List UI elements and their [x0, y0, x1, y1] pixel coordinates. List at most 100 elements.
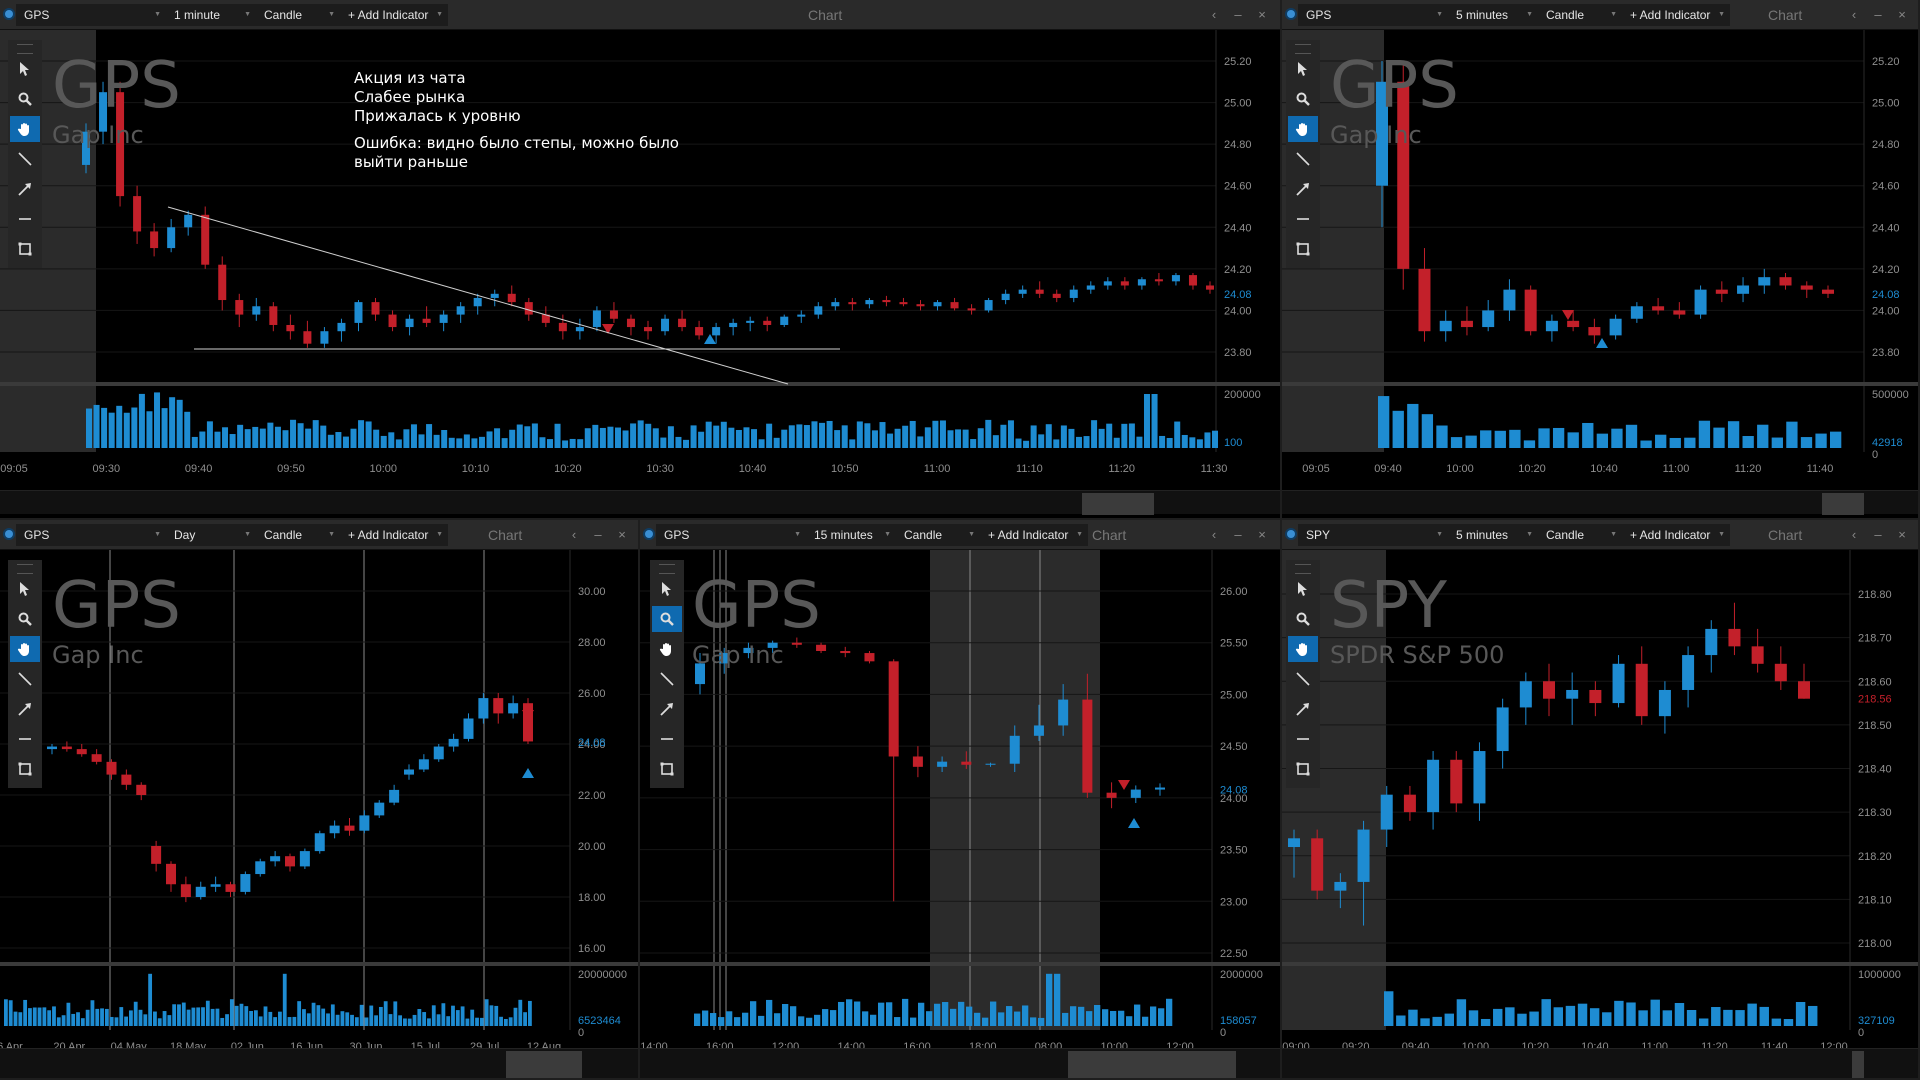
volume-bar [1078, 1006, 1085, 1026]
style-select[interactable]: Candle ▼ [896, 524, 980, 546]
minimize-icon[interactable]: – [1234, 527, 1242, 542]
interval-select[interactable]: 5 minutes ▼ [1448, 524, 1538, 546]
minimize-icon[interactable]: – [594, 527, 602, 542]
link-dot-icon[interactable] [5, 530, 13, 538]
scrollbar-thumb[interactable] [506, 1051, 582, 1078]
add-indicator-button[interactable]: + Add Indicator ▼ [1622, 524, 1730, 546]
link-dot-icon[interactable] [645, 530, 653, 538]
chevron-left-icon[interactable]: ‹ [1211, 527, 1217, 542]
chevron-left-icon[interactable]: ‹ [571, 527, 577, 542]
trend-line-tool[interactable] [1288, 666, 1318, 692]
minimize-icon[interactable]: – [1234, 7, 1242, 22]
volume-bar [918, 1002, 925, 1026]
chart-canvas[interactable]: 30.00 28.00 26.00 24.00 22.00 20.00 18.00 16.00… [0, 550, 638, 1052]
pan-hand-tool[interactable] [1288, 116, 1318, 142]
cursor-arrow-tool[interactable] [1288, 56, 1318, 82]
time-scrollbar[interactable] [1282, 490, 1918, 515]
cursor-arrow-tool[interactable] [652, 576, 682, 602]
time-scrollbar[interactable] [640, 1048, 1280, 1078]
interval-select[interactable]: 15 minutes ▼ [806, 524, 896, 546]
cursor-arrow-tool[interactable] [10, 56, 40, 82]
style-select[interactable]: Candle ▼ [256, 4, 340, 26]
minimize-icon[interactable]: – [1874, 7, 1882, 22]
interval-select[interactable]: 5 minutes ▼ [1448, 4, 1538, 26]
style-select[interactable]: Candle ▼ [256, 524, 340, 546]
cursor-arrow-tool[interactable] [10, 576, 40, 602]
close-icon[interactable]: × [1898, 527, 1906, 542]
volume-bar [1625, 424, 1638, 448]
trend-line-tool[interactable] [652, 666, 682, 692]
link-dot-icon[interactable] [5, 10, 13, 18]
arrow-line-tool[interactable] [1288, 696, 1318, 722]
time-scrollbar[interactable] [1282, 1048, 1918, 1078]
trend-line-tool[interactable] [10, 146, 40, 172]
pan-hand-tool[interactable] [10, 636, 40, 662]
chart-canvas[interactable]: 26.00 25.50 25.00 24.50 24.00 23.50 23.00 22.50… [640, 550, 1280, 1052]
symbol-field[interactable]: GPS ▼ [16, 4, 166, 26]
price-tick-label: 23.80 [1224, 347, 1252, 359]
horizontal-line-tool[interactable] [1288, 206, 1318, 232]
add-indicator-button[interactable]: + Add Indicator ▼ [980, 524, 1088, 546]
time-scrollbar[interactable] [0, 1048, 638, 1078]
pan-hand-tool[interactable] [10, 116, 40, 142]
symbol-field[interactable]: GPS ▼ [16, 524, 166, 546]
zoom-tool[interactable] [652, 606, 682, 632]
interval-select[interactable]: 1 minute ▼ [166, 4, 256, 26]
add-indicator-button[interactable]: + Add Indicator ▼ [340, 4, 448, 26]
link-dot-icon[interactable] [1287, 530, 1295, 538]
cursor-arrow-tool[interactable] [1288, 576, 1318, 602]
chevron-left-icon[interactable]: ‹ [1211, 7, 1217, 22]
horizontal-line-tool[interactable] [652, 726, 682, 752]
horizontal-line-tool[interactable] [10, 726, 40, 752]
interval-select[interactable]: Day ▼ [166, 524, 256, 546]
volume-bar [210, 1008, 215, 1026]
minimize-icon[interactable]: – [1874, 527, 1882, 542]
time-tick-label: 10:20 [1518, 463, 1546, 475]
toolbar-grip-icon[interactable] [17, 44, 33, 54]
chart-canvas[interactable]: 25.20 25.00 24.80 24.60 24.40 24.20 24.00 23.80… [1282, 30, 1918, 492]
close-icon[interactable]: × [1898, 7, 1906, 22]
chart-canvas[interactable]: 25.20 25.00 24.80 24.60 24.40 24.20 24.00 23.80… [0, 30, 1280, 492]
chevron-left-icon[interactable]: ‹ [1851, 7, 1857, 22]
rectangle-tool[interactable] [652, 756, 682, 782]
zoom-tool[interactable] [1288, 606, 1318, 632]
add-indicator-button[interactable]: + Add Indicator ▼ [1622, 4, 1730, 26]
chevron-left-icon[interactable]: ‹ [1851, 527, 1857, 542]
toolbar-grip-icon[interactable] [17, 564, 33, 574]
horizontal-line-tool[interactable] [10, 206, 40, 232]
toolbar-grip-icon[interactable] [1295, 44, 1311, 54]
zoom-tool[interactable] [10, 86, 40, 112]
time-scrollbar[interactable] [0, 490, 1280, 515]
arrow-line-tool[interactable] [10, 696, 40, 722]
arrow-line-tool[interactable] [652, 696, 682, 722]
add-indicator-button[interactable]: + Add Indicator ▼ [340, 524, 448, 546]
trend-line-tool[interactable] [1288, 146, 1318, 172]
toolbar-grip-icon[interactable] [1295, 564, 1311, 574]
scrollbar-thumb[interactable] [1852, 1051, 1864, 1078]
scrollbar-thumb[interactable] [1822, 493, 1864, 515]
pan-hand-tool[interactable] [652, 636, 682, 662]
close-icon[interactable]: × [1258, 7, 1266, 22]
zoom-tool[interactable] [10, 606, 40, 632]
scrollbar-thumb[interactable] [1068, 1051, 1236, 1078]
rectangle-tool[interactable] [10, 236, 40, 262]
arrow-line-tool[interactable] [10, 176, 40, 202]
rectangle-tool[interactable] [10, 756, 40, 782]
pan-hand-tool[interactable] [1288, 636, 1318, 662]
arrow-line-tool[interactable] [1288, 176, 1318, 202]
rectangle-tool[interactable] [1288, 756, 1318, 782]
style-select[interactable]: Candle ▼ [1538, 524, 1622, 546]
symbol-field[interactable]: GPS ▼ [1298, 4, 1448, 26]
rectangle-tool[interactable] [1288, 236, 1318, 262]
symbol-field[interactable]: SPY ▼ [1298, 524, 1448, 546]
close-icon[interactable]: × [618, 527, 626, 542]
toolbar-grip-icon[interactable] [659, 564, 675, 574]
horizontal-line-tool[interactable] [1288, 726, 1318, 752]
symbol-field[interactable]: GPS ▼ [656, 524, 806, 546]
style-select[interactable]: Candle ▼ [1538, 4, 1622, 26]
scrollbar-thumb[interactable] [1082, 493, 1154, 515]
zoom-tool[interactable] [1288, 86, 1318, 112]
trend-line-tool[interactable] [10, 666, 40, 692]
link-dot-icon[interactable] [1287, 10, 1295, 18]
close-icon[interactable]: × [1258, 527, 1266, 542]
